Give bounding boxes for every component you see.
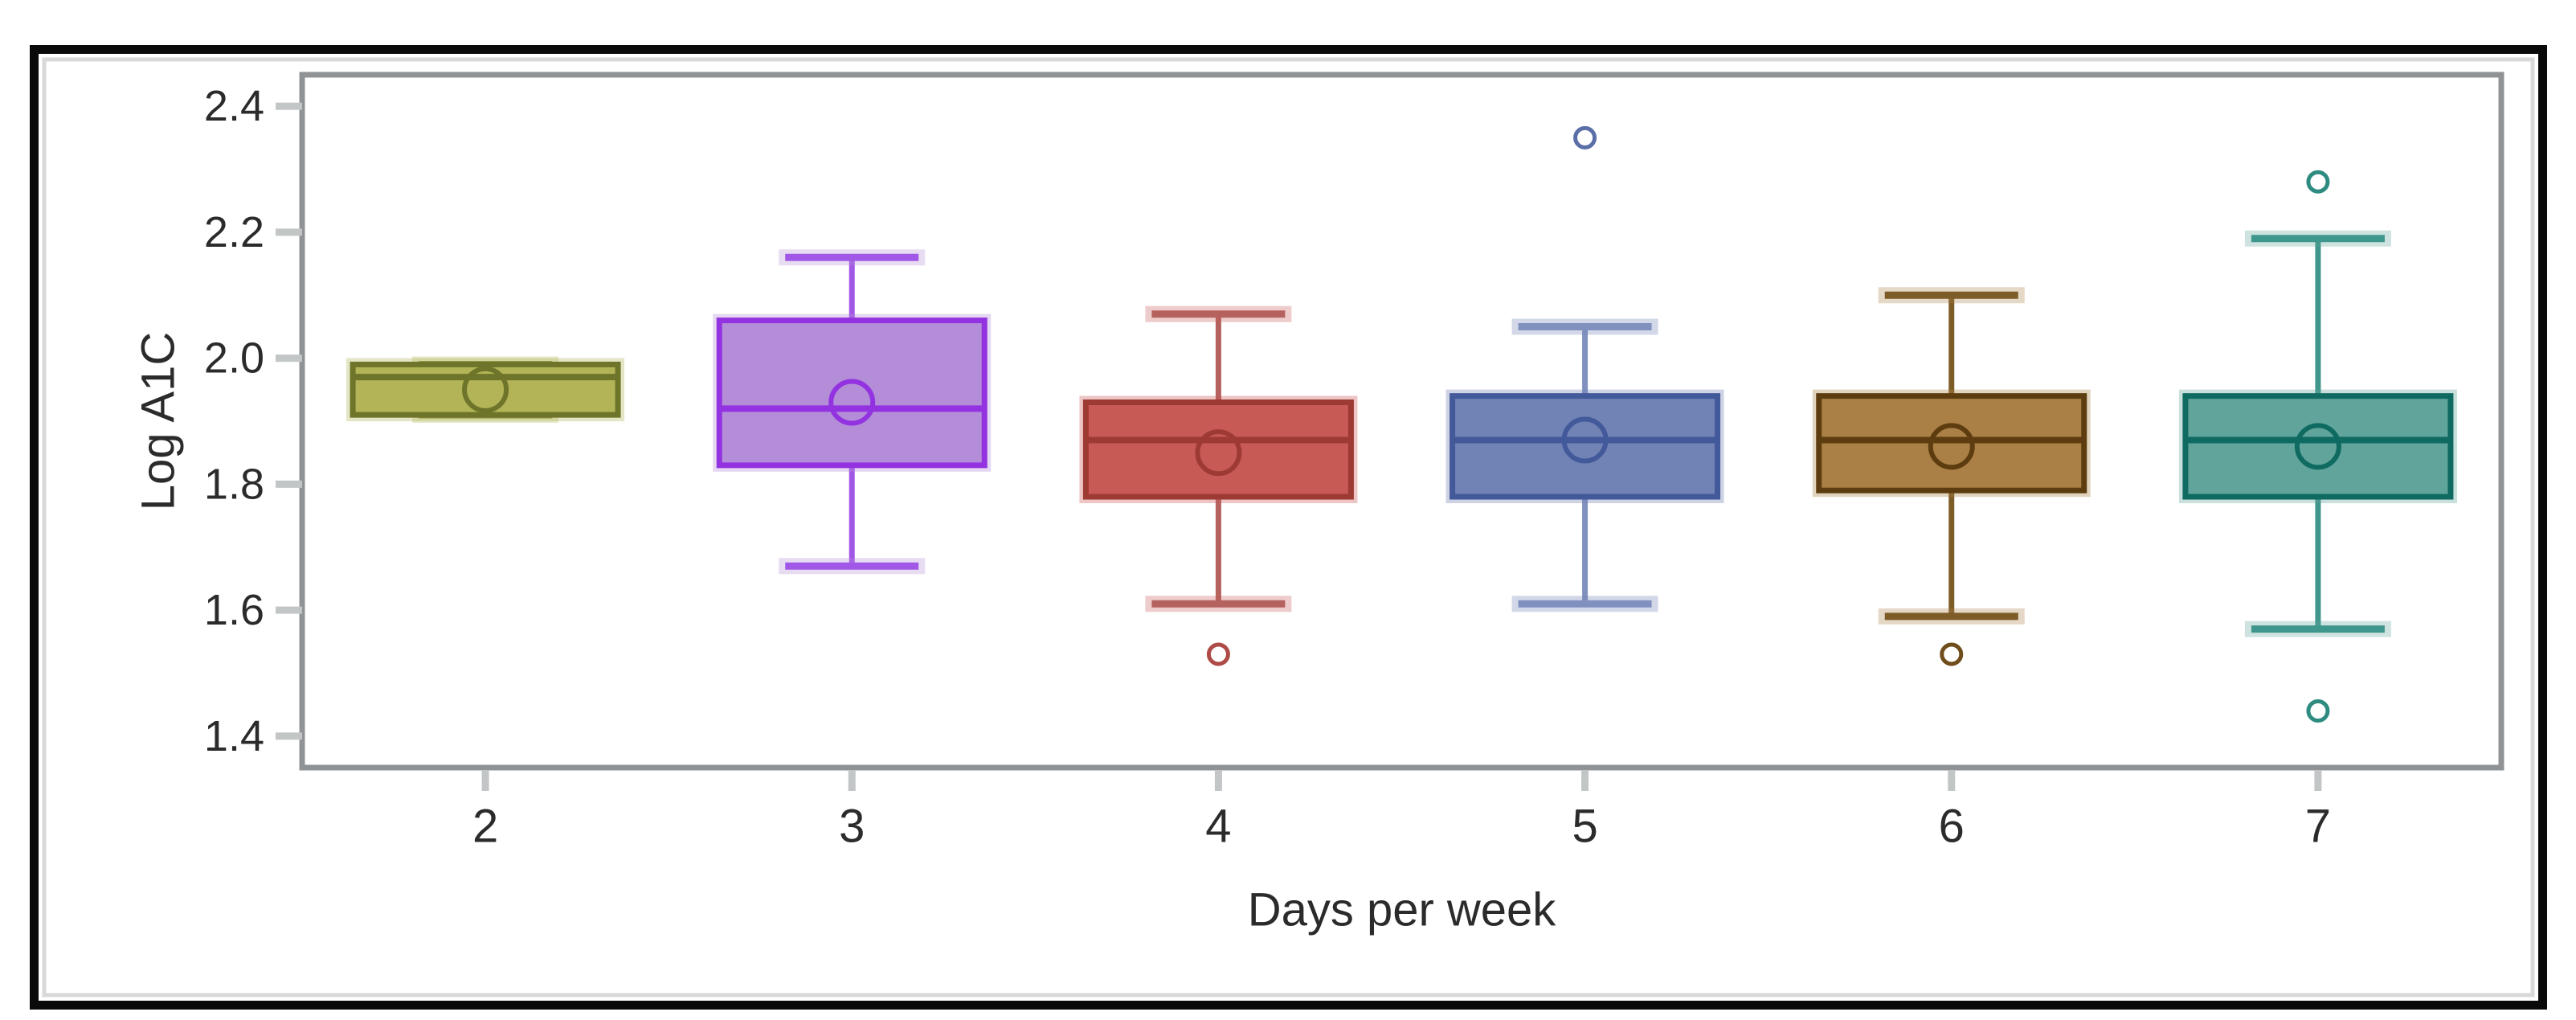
box: [2182, 393, 2454, 500]
outlier-point: [2306, 170, 2330, 194]
box: [350, 361, 621, 418]
y-tick-mark: [276, 228, 302, 236]
y-tick-mark: [276, 732, 302, 740]
x-axis: 2 3 4 5 6 7: [472, 770, 2331, 853]
x-tick-mark: [848, 770, 856, 791]
y-axis-title: Log A1C: [133, 332, 185, 511]
mean-marker: [2294, 423, 2341, 470]
plot-frame: [299, 72, 2504, 771]
boxplot-group-2: [346, 356, 625, 424]
x-tick-label: 2: [472, 801, 498, 853]
x-tick-mark: [1214, 770, 1222, 791]
outlier-point: [2306, 698, 2330, 723]
y-tick-mark: [276, 606, 302, 614]
y-tick-label: 1.8: [204, 460, 264, 508]
x-tick-label: 3: [839, 801, 865, 853]
mean-marker: [1561, 416, 1609, 464]
x-tick-label: 4: [1205, 801, 1231, 853]
box: [716, 317, 987, 469]
y-tick-mark: [276, 102, 302, 110]
x-tick-label: 5: [1572, 801, 1597, 853]
y-tick-mark: [276, 480, 302, 488]
y-tick-label: 1.4: [204, 712, 264, 760]
outlier-point: [1940, 642, 1964, 666]
y-tick-label: 2.4: [204, 82, 264, 130]
y-axis: 2.4 2.2 2.0 1.8 1.6 1.4: [204, 82, 302, 760]
boxplot-group-3: [713, 249, 992, 575]
box: [1450, 393, 1721, 500]
boxplot-group-4: [1079, 305, 1358, 666]
y-tick-mark: [276, 354, 302, 363]
x-tick-mark: [1581, 770, 1589, 791]
y-tick-label: 2.2: [204, 208, 264, 256]
mean-marker: [828, 379, 876, 426]
outer-border: [30, 45, 2547, 1010]
mean-marker: [1195, 429, 1242, 477]
outlier-point: [1573, 125, 1597, 150]
boxplot-group-5: [1445, 125, 1724, 612]
boxplot-group-7: [2178, 170, 2457, 723]
mean-marker: [1928, 423, 1975, 470]
x-axis-title: Days per week: [1248, 884, 1557, 936]
x-tick-mark: [1948, 770, 1956, 791]
outlier-point: [1206, 642, 1230, 666]
x-tick-label: 7: [2305, 801, 2331, 853]
x-tick-mark: [481, 770, 489, 791]
y-tick-label: 2.0: [204, 334, 264, 383]
mean-marker: [462, 366, 509, 413]
y-tick-label: 1.6: [204, 586, 264, 634]
box: [1082, 399, 1354, 500]
x-tick-label: 6: [1939, 801, 1965, 853]
x-tick-mark: [2314, 770, 2322, 791]
boxplot-group-6: [1812, 287, 2091, 666]
inner-bevel-border: [42, 57, 2535, 997]
